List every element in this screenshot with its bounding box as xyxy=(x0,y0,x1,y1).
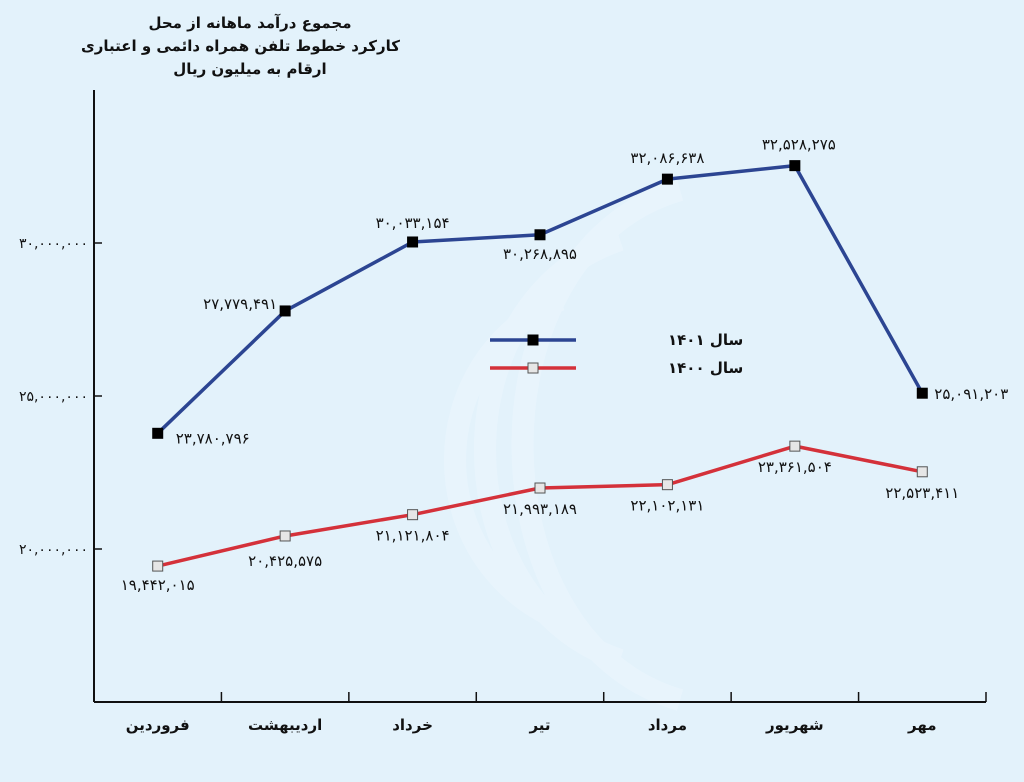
chart-title-line-1: مجموع درآمد ماهانه از محل xyxy=(148,14,352,32)
data-point xyxy=(789,160,801,172)
data-point xyxy=(534,482,546,494)
data-label: ۲۷,۷۷۹,۴۹۱ xyxy=(203,295,277,313)
data-label: ۳۰,۰۳۳,۱۵۴ xyxy=(376,214,450,232)
data-label: ۲۰,۴۲۵,۵۷۵ xyxy=(248,552,322,570)
data-label: ۲۱,۹۹۳,۱۸۹ xyxy=(503,500,577,518)
chart-title-line-2: کارکرد خطوط تلفن همراه دائمی و اعتباری xyxy=(81,37,400,55)
data-label: ۲۲,۱۰۲,۱۳۱ xyxy=(630,497,704,515)
series-markers xyxy=(152,160,928,572)
data-point xyxy=(279,530,291,542)
data-label: ۱۹,۴۴۲,۰۱۵ xyxy=(121,576,195,594)
data-label: ۳۲,۵۲۸,۲۷۵ xyxy=(762,136,836,154)
data-point xyxy=(279,305,291,317)
data-point xyxy=(661,173,673,185)
data-point xyxy=(407,236,419,248)
y-tick-label: ۲۰,۰۰۰,۰۰۰ xyxy=(19,542,88,558)
data-point xyxy=(534,229,546,241)
data-point xyxy=(916,466,928,478)
data-labels: ۲۳,۷۸۰,۷۹۶ ۲۷,۷۷۹,۴۹۱ ۳۰,۰۳۳,۱۵۴ ۳۰,۲۶۸,۸۹۵… xyxy=(121,136,1009,594)
x-tick-label: شهریور xyxy=(765,716,824,734)
legend: سال ۱۴۰۱ سال ۱۴۰۰ xyxy=(490,331,743,377)
data-label: ۳۰,۲۶۸,۸۹۵ xyxy=(503,245,577,263)
x-tick-label: مرداد xyxy=(648,716,687,734)
y-tick-label: ۲۵,۰۰۰,۰۰۰ xyxy=(19,389,88,405)
legend-label: سال ۱۴۰۰ xyxy=(668,359,743,377)
watermark-logo xyxy=(444,179,684,711)
legend-marker xyxy=(527,362,539,374)
x-tick-label: فروردین xyxy=(126,716,190,734)
chart-title: مجموع درآمد ماهانه از محل کارکرد خطوط تل… xyxy=(81,12,400,81)
legend-marker xyxy=(527,334,539,346)
data-label: ۲۱,۱۲۱,۸۰۴ xyxy=(376,527,450,545)
data-label: ۲۲,۵۲۳,۴۱۱ xyxy=(885,484,959,502)
data-point xyxy=(789,440,801,452)
data-point xyxy=(661,479,673,491)
x-tick-label: خرداد xyxy=(392,716,433,734)
data-point xyxy=(152,560,164,572)
data-label: ۲۳,۳۶۱,۵۰۴ xyxy=(758,458,832,476)
chart-subtitle: ارقام به میلیون ریال xyxy=(173,60,327,78)
data-label: ۳۲,۰۸۶,۶۳۸ xyxy=(630,149,704,167)
data-label: ۲۳,۷۸۰,۷۹۶ xyxy=(176,429,250,447)
y-tick-label: ۳۰,۰۰۰,۰۰۰ xyxy=(19,236,88,252)
data-point xyxy=(152,427,164,439)
x-tick-label: اردیبهشت xyxy=(248,716,322,734)
data-point xyxy=(407,509,419,521)
x-tick-label: مهر xyxy=(907,716,937,734)
data-point xyxy=(916,387,928,399)
data-label: ۲۵,۰۹۱,۲۰۳ xyxy=(934,385,1008,403)
axes: فروردین اردیبهشت خرداد تیر مرداد شهریور مهر ۲۰,… xyxy=(19,90,987,734)
legend-label: سال ۱۴۰۱ xyxy=(668,331,743,349)
x-tick-label: تیر xyxy=(528,716,550,734)
